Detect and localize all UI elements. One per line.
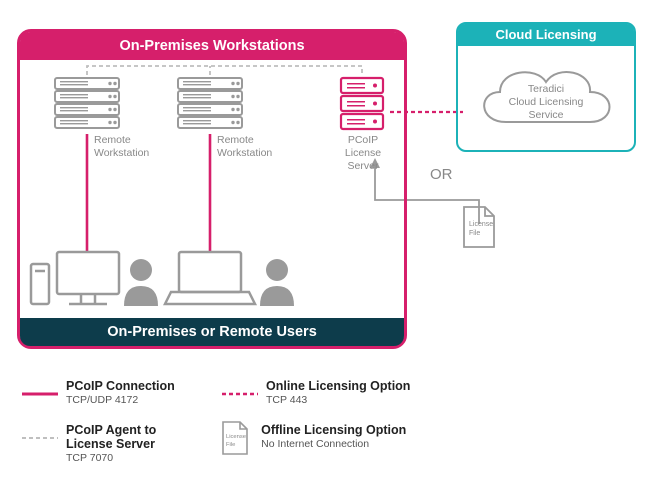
laptop-user-icon [163,246,303,318]
legend-online: Online Licensing Option TCP 443 [222,379,412,409]
license-file-small-icon: License File [220,419,250,457]
legend-pcoip-title: PCoIP Connection [66,379,175,393]
svg-text:Teradici: Teradici [528,83,564,95]
legend-pcoip-sub: TCP/UDP 4172 [66,394,175,406]
remote-ws-2-label: RemoteWorkstation [217,134,273,160]
legend-pcoip-conn: PCoIP Connection TCP/UDP 4172 [22,379,222,409]
svg-text:Cloud Licensing: Cloud Licensing [509,96,584,108]
onprem-footer: On-Premises or Remote Users [20,318,404,346]
legend-agent-sub: TCP 7070 [66,452,206,464]
legend-offline-sub: No Internet Connection [261,438,406,450]
svg-text:License: License [226,434,246,440]
license-server-label: PCoIPLicenseServer [340,134,386,173]
onprem-header: On-Premises Workstations [20,32,404,60]
legend-online-title: Online Licensing Option [266,379,410,393]
svg-text:License: License [469,221,493,228]
legend-agent: PCoIP Agent to License Server TCP 7070 [22,423,217,464]
server-stack-2-icon [176,76,244,132]
license-server-icon [339,76,385,132]
server-stack-1-icon [53,76,121,132]
desktop-user-icon [27,246,167,318]
legend-agent-title: PCoIP Agent to License Server [66,423,206,451]
legend-offline-title: Offline Licensing Option [261,423,406,437]
cloud-body: Teradici Cloud Licensing Service [458,46,634,150]
remote-ws-1-label: RemoteWorkstation [94,134,150,160]
license-file-icon: License File [461,204,497,250]
svg-text:Service: Service [528,109,563,121]
svg-text:File: File [469,230,480,237]
cloud-box: Cloud Licensing Teradici Cloud Licensing… [456,22,636,152]
svg-text:File: File [226,442,235,448]
legend: PCoIP Connection TCP/UDP 4172 Online Lic… [22,379,422,478]
or-label: OR [430,166,453,183]
cloud-icon: Teradici Cloud Licensing Service [466,52,626,144]
legend-offline: License File Offline Licensing Option No… [217,423,422,464]
cloud-header: Cloud Licensing [458,24,634,46]
legend-online-sub: TCP 443 [266,394,410,406]
